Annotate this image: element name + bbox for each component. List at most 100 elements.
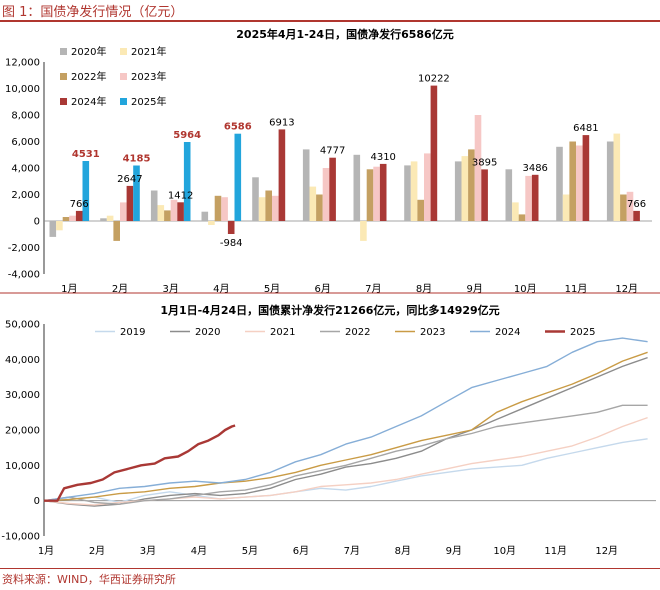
bar — [562, 194, 570, 221]
source-note: 资料来源：WIND，华西证券研究所 — [2, 573, 176, 586]
bar — [120, 202, 127, 221]
line-series-2023 — [43, 351, 648, 502]
bar — [316, 194, 323, 221]
bar — [62, 217, 70, 221]
line-x-tick-label: 9月 — [446, 545, 462, 557]
bar-x-tick-label: 4月 — [213, 283, 229, 294]
bar — [49, 221, 57, 237]
bar-x-tick-label: 1月 — [61, 283, 77, 294]
bar — [208, 221, 215, 225]
line-chart: 1月1日-4月24日，国债累计净发行21266亿元，同比多14929亿元 -10… — [1, 303, 656, 557]
bar-x-tick-label: 3月 — [163, 283, 179, 294]
bar — [461, 156, 469, 221]
line-series-group — [43, 337, 648, 507]
header-rule — [0, 20, 660, 22]
bar — [569, 141, 576, 221]
bar-y-tick-label: -4,000 — [8, 270, 40, 281]
bar-data-label: 3486 — [522, 163, 547, 174]
bar-legend-swatch — [60, 98, 67, 105]
bar — [512, 202, 519, 221]
line-y-tick-label: 30,000 — [5, 390, 40, 401]
bar — [322, 168, 330, 221]
bar — [302, 149, 310, 221]
line-legend-label: 2020 — [195, 327, 220, 338]
line-x-tick-label: 3月 — [140, 545, 156, 557]
bar — [366, 169, 374, 221]
bar — [329, 157, 336, 221]
figure-header: 图 1：国债净发行情况（亿元） — [0, 0, 660, 22]
bar — [82, 161, 90, 221]
bar — [75, 210, 83, 221]
bar-data-label: -984 — [220, 238, 243, 249]
bar — [113, 221, 120, 241]
bar-legend-label: 2023年 — [131, 70, 166, 83]
bar — [133, 165, 140, 221]
bar — [56, 221, 63, 231]
bar-data-label: 4531 — [72, 149, 100, 160]
bar-x-tick-label: 5月 — [264, 283, 280, 294]
bar-legend: 2020年 2021年 2022年 2023年 2024年 2025年 — [60, 45, 166, 108]
bar — [424, 153, 431, 221]
bar-y-tick-label: -2,000 — [8, 243, 40, 254]
bar — [183, 142, 191, 221]
line-x-tick-label: 10月 — [493, 545, 516, 557]
bar-x-tick-label: 10月 — [514, 283, 537, 294]
bar-legend-swatch — [120, 73, 127, 80]
bar — [164, 210, 171, 221]
bar — [177, 202, 184, 221]
line-y-tick-label: -10,000 — [1, 532, 40, 543]
line-x-tick-label: 2月 — [89, 545, 105, 557]
line-series-2020 — [43, 356, 648, 507]
bar-legend-swatch — [60, 73, 67, 80]
bar-chart-title: 2025年4月1-24日，国债净发行6586亿元 — [236, 27, 453, 41]
bar-legend-label: 2025年 — [131, 95, 166, 108]
line-legend-label: 2025 — [570, 327, 595, 338]
bar — [576, 145, 583, 221]
bar — [278, 129, 286, 221]
bar — [227, 221, 235, 234]
bar — [353, 154, 361, 222]
bar-y-tick-label: 0 — [34, 217, 40, 228]
bar — [417, 199, 424, 221]
bar-x-tick-label: 11月 — [565, 283, 588, 294]
line-legend-label: 2022 — [345, 327, 370, 338]
bar-data-label: 3895 — [472, 157, 497, 168]
line-chart-title: 1月1日-4月24日，国债累计净发行21266亿元，同比多14929亿元 — [160, 303, 499, 317]
bar-y-tick-label: 12,000 — [5, 58, 40, 69]
line-series-2022 — [43, 404, 648, 505]
bar-data-label: 2647 — [117, 174, 142, 185]
bar — [474, 115, 482, 221]
bar — [272, 195, 279, 221]
bar-y-tick-label: 4,000 — [11, 164, 40, 175]
bar — [525, 175, 532, 221]
bar — [309, 186, 317, 221]
bar-data-label: 6481 — [573, 123, 598, 134]
bar-series-group — [49, 85, 640, 241]
bar — [505, 169, 513, 221]
line-y-tick-label: 40,000 — [5, 355, 40, 366]
bar-x-tick-label: 12月 — [615, 283, 638, 294]
line-legend-label: 2019 — [120, 327, 145, 338]
bar-data-label: 766 — [627, 199, 646, 210]
bar — [214, 195, 222, 221]
bar-y-tick-label: 10,000 — [5, 84, 40, 95]
line-series-2021 — [43, 416, 648, 506]
bar-data-label: 10222 — [418, 74, 450, 85]
bar-x-tick-label: 2月 — [112, 283, 128, 294]
bar-legend-label: 2024年 — [71, 95, 106, 108]
bar — [221, 197, 228, 221]
bar — [106, 215, 114, 221]
footer-rule — [0, 568, 660, 569]
bar-legend-swatch — [60, 48, 67, 55]
bar — [468, 149, 475, 221]
bar-x-tick-label: 6月 — [315, 283, 331, 294]
figure-title: 图 1：国债净发行情况（亿元） — [2, 5, 184, 20]
bar-data-label: 4777 — [320, 146, 345, 157]
bar — [430, 85, 438, 221]
line-y-tick-label: 50,000 — [5, 320, 40, 331]
bar — [126, 185, 134, 221]
bar — [556, 146, 563, 221]
bar — [234, 133, 242, 221]
line-x-axis: 1月 2月 3月 4月 5月 6月 7月 8月 9月 10月 11月 12月 — [38, 545, 618, 557]
bar — [633, 210, 640, 221]
